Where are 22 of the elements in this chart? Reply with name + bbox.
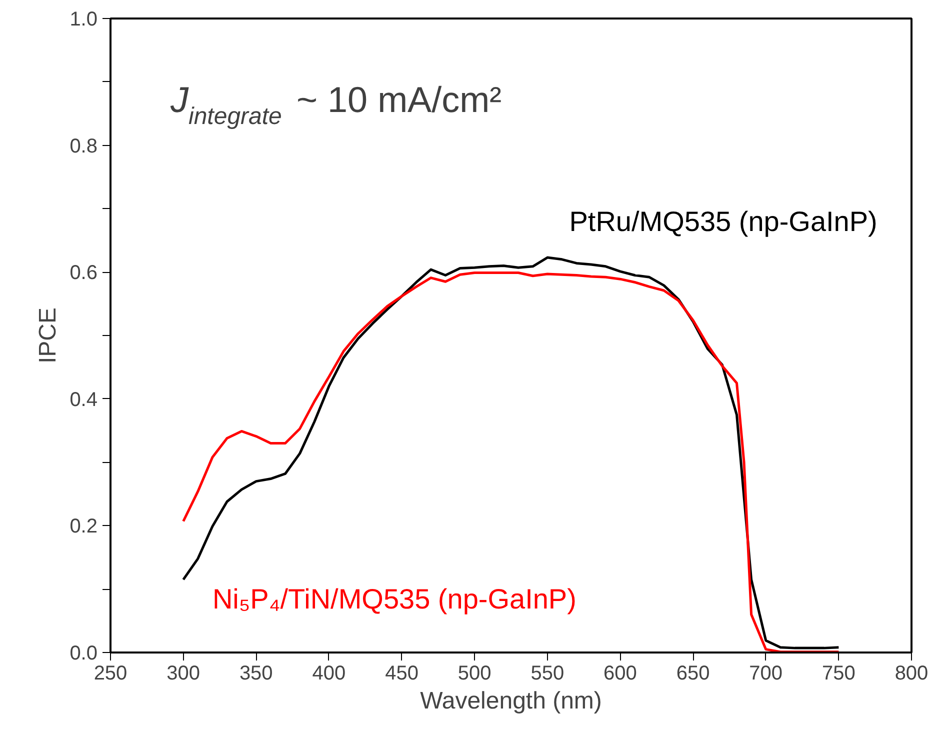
y-tick-label: 0.2 [70,516,98,538]
x-tick-label: 550 [530,662,564,684]
series-label: PtRu/MQ535 (np-GaInP) [569,206,878,238]
y-tick-label: 1.0 [70,8,98,30]
x-tick-label: 800 [894,662,928,684]
text: Ni₅P₄/TiN/MQ535 (np-GaInP) [212,583,576,614]
y-tick-label: 0.4 [70,388,98,411]
y-tick-label: 0.6 [70,262,98,284]
x-tick-label: 400 [312,662,346,684]
x-axis-title: Wavelength (nm) [420,688,602,714]
x-tick-label: 600 [604,662,637,684]
y-axis-title: IPCE [34,307,62,364]
x-tick-label: 250 [94,662,128,684]
x-tick-label: 750 [822,662,856,684]
y-tick-label: 0.8 [70,135,98,158]
x-tick-label: 450 [385,662,418,684]
x-tick-label: 350 [239,662,273,684]
x-tick-label: 650 [676,662,710,684]
x-tick-label: 500 [458,662,492,684]
x-tick-label: 300 [166,662,200,684]
x-tick-label: 700 [749,662,783,684]
y-tick-label: 0.0 [70,642,98,664]
